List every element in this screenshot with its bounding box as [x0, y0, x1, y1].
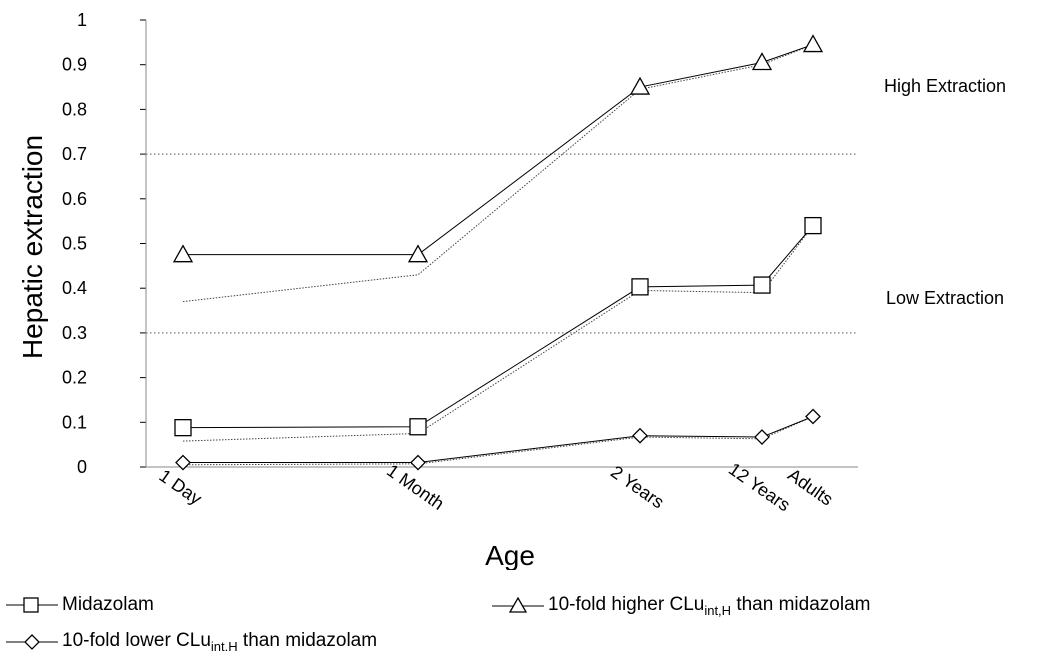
x-tick-label: Adults: [784, 465, 836, 510]
legend-item-midazolam: Midazolam: [6, 594, 154, 616]
y-tick-label: 0.4: [62, 278, 87, 298]
data-point-diamond: [805, 408, 821, 425]
data-point-diamond: [754, 429, 770, 445]
series-square: [174, 216, 822, 442]
annotation-high-extraction: High Extraction: [884, 76, 1006, 96]
x-tick-label: 1 Day: [155, 465, 205, 508]
y-tick-label: 0.2: [62, 368, 87, 388]
data-point-triangle: [407, 244, 429, 263]
y-tick-label: 0.8: [62, 99, 87, 119]
y-tick-label: 0.1: [62, 412, 87, 432]
y-tick-label: 0: [77, 457, 87, 477]
series-line: [183, 416, 814, 464]
data-point-triangle: [751, 52, 773, 71]
square-marker-icon: [6, 597, 58, 613]
legend-label-midazolam: Midazolam: [62, 594, 154, 615]
data-point-square: [753, 276, 771, 294]
y-tick-label: 1: [77, 10, 87, 30]
y-axis-title: Hepatic extraction: [17, 135, 48, 359]
data-point-diamond: [632, 427, 648, 444]
data-point-square: [804, 216, 822, 235]
y-tick-label: 0.9: [62, 55, 87, 75]
series-line: [183, 44, 814, 256]
data-point-square: [174, 419, 192, 437]
triangle-marker-icon: [492, 596, 544, 613]
legend-label-higher: 10-fold higher CLuint,H than midazolam: [548, 594, 871, 618]
x-tick-label: 2 Years: [607, 462, 668, 513]
data-point-diamond: [175, 454, 191, 471]
data-point-triangle: [629, 76, 651, 95]
data-point-triangle: [802, 34, 824, 53]
data-point-triangle: [172, 244, 194, 263]
legend-label-lower: 10-fold lower CLuint.H than midazolam: [62, 630, 378, 654]
annotation-low-extraction: Low Extraction: [886, 288, 1004, 308]
diamond-marker-icon: [6, 633, 58, 650]
data-point-diamond: [410, 454, 426, 471]
x-tick-label: 1 Month: [383, 460, 448, 514]
y-tick-label: 0.3: [62, 323, 87, 343]
series-diamond: [175, 408, 821, 471]
y-tick-label: 0.6: [62, 189, 87, 209]
x-axis-title: Age: [485, 540, 535, 570]
chart: 0 0.1 0.2 0.3 0.4 0.5 0.6 0.7 0.8 0.9 1 1 Day 1 Mont…: [17, 10, 1006, 570]
y-tick-label: 0.5: [62, 234, 87, 254]
series-dotted-line: [182, 416, 814, 466]
series-dotted-line: [182, 44, 814, 303]
series-triangle: [172, 34, 824, 303]
y-tick-label: 0.7: [62, 144, 87, 164]
legend-item-higher: 10-fold higher CLuint,H than midazolam: [492, 594, 870, 618]
data-point-square: [409, 418, 427, 436]
legend-item-lower: 10-fold lower CLuint.H than midazolam: [6, 630, 377, 654]
data-point-square: [631, 278, 649, 296]
series-line: [182, 225, 814, 429]
